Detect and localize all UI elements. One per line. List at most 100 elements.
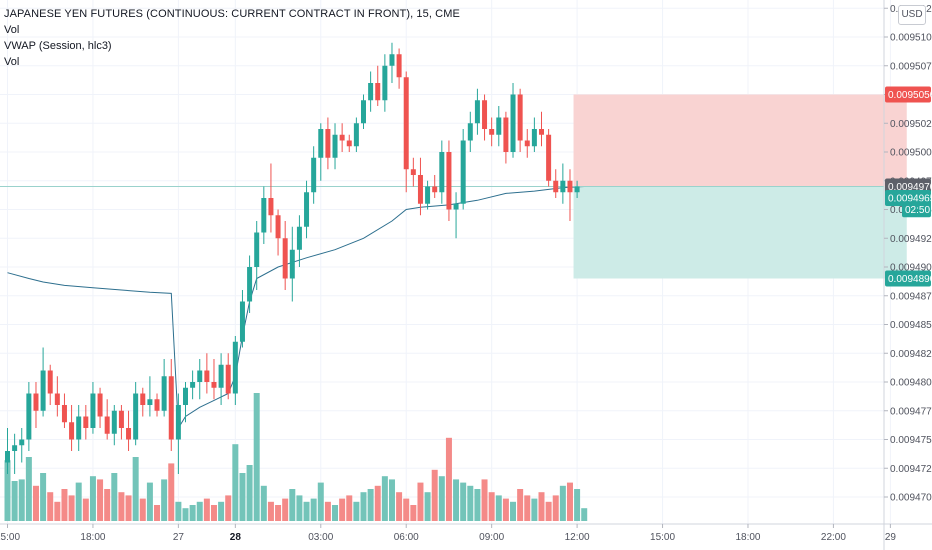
candle-body[interactable]	[382, 65, 388, 101]
currency-badge[interactable]: USD	[898, 5, 926, 25]
candle-body[interactable]	[168, 376, 174, 440]
time-tick-label: 29	[885, 532, 897, 543]
candle-body[interactable]	[239, 301, 245, 342]
candle-body[interactable]	[225, 364, 231, 394]
candle-body[interactable]	[175, 405, 181, 440]
candle-body[interactable]	[467, 123, 473, 141]
legend-volume-2[interactable]: Vol	[4, 56, 20, 68]
candle-body[interactable]	[247, 267, 253, 302]
candle-body[interactable]	[40, 370, 46, 411]
candle-body[interactable]	[311, 157, 317, 193]
candle-body[interactable]	[524, 140, 530, 147]
volume-bar	[388, 479, 395, 521]
symbol-title[interactable]: JAPANESE YEN FUTURES (CONTINUOUS: CURREN…	[4, 8, 460, 20]
candle-body[interactable]	[232, 341, 238, 394]
candle-body[interactable]	[147, 399, 153, 405]
volume-bar	[474, 489, 481, 521]
candle-body[interactable]	[574, 186, 580, 193]
candle-body[interactable]	[482, 100, 488, 129]
legend-volume[interactable]: Vol	[4, 24, 20, 36]
candle-body[interactable]	[211, 382, 217, 388]
candle-body[interactable]	[375, 83, 381, 101]
candle-body[interactable]	[396, 54, 402, 78]
candle-body[interactable]	[104, 416, 110, 434]
candle-body[interactable]	[97, 393, 103, 417]
candle-body[interactable]	[19, 439, 25, 446]
candle-body[interactable]	[361, 100, 366, 124]
candle-body[interactable]	[197, 370, 203, 383]
candle-body[interactable]	[339, 134, 345, 141]
candle-body[interactable]	[154, 399, 160, 411]
candle-body[interactable]	[531, 129, 537, 147]
candle-body[interactable]	[474, 100, 480, 124]
candle-body[interactable]	[453, 203, 459, 210]
candle-body[interactable]	[539, 129, 544, 135]
candle-body[interactable]	[510, 94, 516, 153]
candle-body[interactable]	[489, 129, 495, 135]
candle-body[interactable]	[517, 94, 523, 141]
candle-body[interactable]	[496, 117, 502, 135]
candle-body[interactable]	[432, 186, 438, 193]
candle-body[interactable]	[204, 370, 210, 383]
candle-body[interactable]	[90, 393, 96, 429]
candle-body[interactable]	[389, 54, 395, 66]
candle-body[interactable]	[460, 140, 466, 204]
candle-body[interactable]	[161, 376, 167, 411]
candle-body[interactable]	[346, 140, 352, 147]
candle-body[interactable]	[140, 393, 146, 406]
candle-body[interactable]	[446, 152, 452, 210]
candle-body[interactable]	[503, 117, 509, 153]
candle-body[interactable]	[567, 180, 573, 193]
time-axis[interactable]: 15:00 18:00 27 28 03:00 06:00 09:00 12:00 15:00 1…	[0, 524, 896, 543]
candle-body[interactable]	[417, 175, 423, 204]
candle-body[interactable]	[254, 232, 260, 268]
candle-body[interactable]	[318, 129, 324, 158]
stop-loss-zone[interactable]	[573, 94, 907, 187]
candle-body[interactable]	[282, 238, 288, 279]
candle-body[interactable]	[133, 393, 139, 440]
candle-body[interactable]	[12, 445, 18, 451]
candle-body[interactable]	[560, 180, 566, 193]
candlesticks[interactable]	[5, 42, 580, 474]
current-price-label: 0.0094965	[888, 194, 932, 205]
candle-body[interactable]	[118, 410, 124, 428]
candle-body[interactable]	[83, 416, 89, 429]
candle-body[interactable]	[353, 123, 359, 147]
candle-body[interactable]	[289, 249, 295, 279]
candle-body[interactable]	[183, 387, 188, 405]
candle-body[interactable]	[218, 364, 224, 388]
candle-body[interactable]	[268, 198, 274, 216]
candle-body[interactable]	[332, 134, 338, 158]
candle-body[interactable]	[325, 129, 331, 158]
candle-body[interactable]	[69, 422, 75, 440]
candle-body[interactable]	[126, 428, 132, 440]
candle-body[interactable]	[304, 192, 310, 227]
candle-body[interactable]	[33, 393, 39, 411]
candle-body[interactable]	[275, 215, 281, 239]
candle-body[interactable]	[61, 405, 67, 423]
candle-body[interactable]	[54, 393, 60, 406]
candle-body[interactable]	[190, 382, 196, 388]
candle-body[interactable]	[111, 410, 117, 434]
volume-bar	[289, 489, 296, 521]
candle-body[interactable]	[5, 451, 10, 463]
candle-body[interactable]	[76, 416, 82, 440]
candle-body[interactable]	[553, 180, 559, 193]
candle-body[interactable]	[410, 169, 416, 175]
candle-body[interactable]	[26, 393, 32, 440]
legend-vwap[interactable]: VWAP (Session, hlc3)	[4, 40, 112, 52]
volume-bar	[11, 481, 18, 521]
volume-bar	[40, 473, 47, 521]
candle-body[interactable]	[296, 226, 302, 250]
candle-body[interactable]	[261, 198, 267, 233]
candle-body[interactable]	[47, 370, 53, 394]
candle-body[interactable]	[546, 134, 552, 181]
candle-body[interactable]	[439, 152, 445, 193]
candle-body[interactable]	[403, 77, 409, 170]
target-price-tag	[885, 270, 931, 287]
take-profit-zone[interactable]	[573, 186, 907, 279]
candle-body[interactable]	[368, 83, 374, 101]
candle-body[interactable]	[425, 186, 431, 204]
